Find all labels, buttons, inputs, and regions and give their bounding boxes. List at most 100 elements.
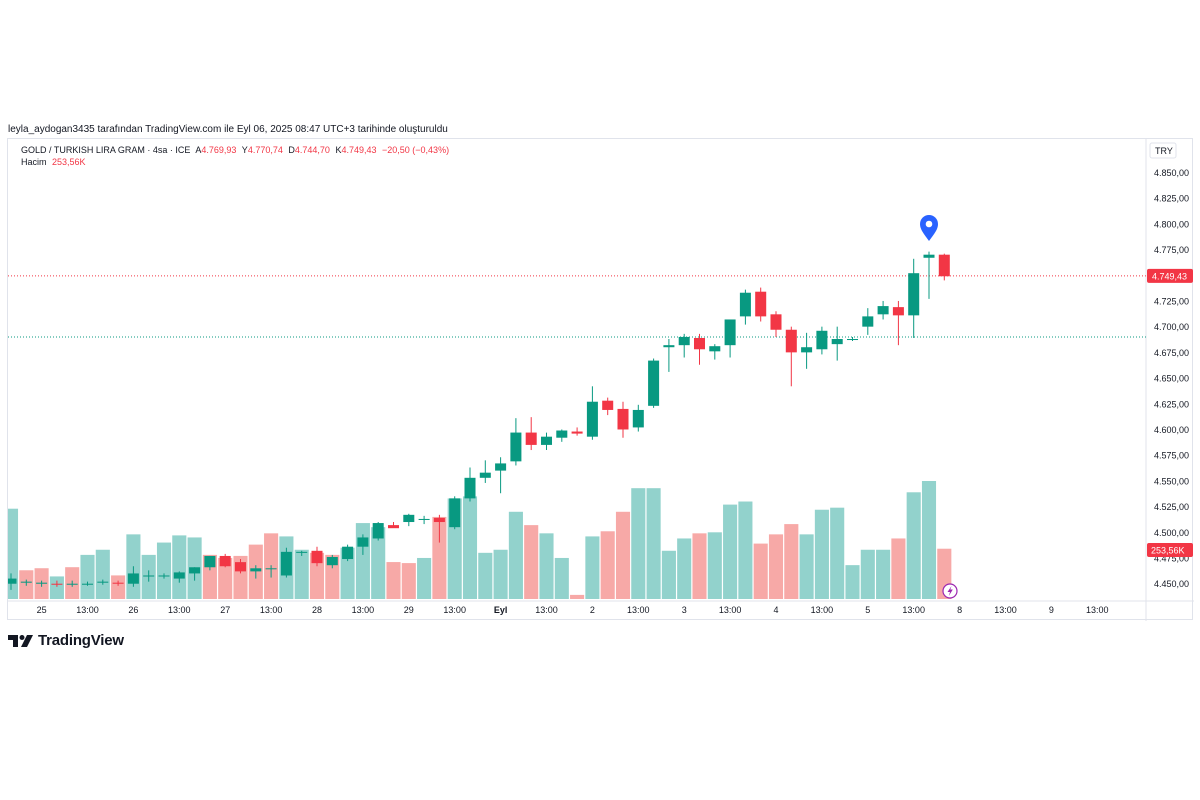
candle-body [296, 551, 308, 553]
candle [250, 565, 262, 579]
candle [143, 570, 155, 582]
candle-body [418, 518, 430, 520]
price-tick-label: 4.575,00 [1154, 451, 1189, 461]
candle-body [540, 436, 553, 445]
volume-bar [784, 524, 799, 599]
high-label: Y [241, 145, 248, 155]
candle-body [663, 345, 675, 348]
candle [617, 401, 629, 438]
candle [464, 467, 476, 502]
candle-body [510, 432, 522, 462]
close-label: K [335, 145, 342, 155]
symbol-label[interactable]: GOLD / TURKISH LIRA GRAM · 4sa · ICE [21, 145, 191, 155]
volume-bar [95, 549, 110, 599]
volume-tag [1147, 543, 1193, 557]
candle [724, 319, 736, 358]
candlestick-chart[interactable]: 4.850,00 4.825,00 4.800,00 4.775,00 4.725,00… [8, 139, 1194, 621]
volume-bar [524, 525, 539, 599]
candle-body [204, 555, 216, 568]
price-tick-label: 4.625,00 [1154, 399, 1189, 409]
candle [280, 547, 292, 578]
volume-bar [554, 557, 569, 599]
price-tick-label: 4.500,00 [1154, 528, 1189, 538]
time-tick-label: 13:00 [994, 605, 1017, 615]
candle-body [81, 583, 94, 585]
candle [204, 555, 216, 571]
volume-bar [493, 549, 508, 599]
price-tick-label: 4.700,00 [1154, 322, 1189, 332]
candle-body [495, 463, 507, 471]
volume-bar [340, 547, 355, 599]
time-tick-label: 13:00 [168, 605, 191, 615]
volume-bar [401, 563, 416, 599]
volume-legend[interactable]: Hacim 253,56K [21, 157, 89, 167]
price-tick-label: 4.650,00 [1154, 374, 1189, 384]
volume-bar [585, 536, 600, 599]
open-value: 4.769,93 [201, 145, 237, 155]
time-tick-label: 25 [37, 605, 47, 615]
time-tick-label: 27 [220, 605, 230, 615]
volume-bar [814, 509, 829, 599]
marker-dot [925, 220, 933, 228]
volume-bar [539, 533, 554, 599]
volume-bar [830, 507, 845, 599]
candle [20, 579, 32, 586]
candle-body [923, 254, 935, 258]
time-tick-label: Eyl [494, 605, 508, 615]
candle-body [525, 432, 537, 445]
candle [311, 546, 323, 567]
candle [433, 514, 445, 543]
price-tick-label: 4.450,00 [1154, 579, 1189, 589]
volume-bar [294, 549, 309, 599]
candle-body [586, 401, 598, 437]
volume-bar [172, 535, 187, 599]
volume-bar [921, 481, 937, 599]
close-value: 4.749,43 [341, 145, 377, 155]
volume-bar [768, 534, 784, 599]
time-tick-label: 13:00 [811, 605, 834, 615]
volume-bar [417, 557, 432, 599]
tradingview-logo-icon [8, 634, 33, 647]
volume-bar [692, 533, 707, 599]
candle [51, 580, 63, 587]
candle [892, 300, 904, 346]
candle [36, 580, 48, 587]
candle [357, 534, 369, 555]
time-tick-label: 13:00 [443, 605, 466, 615]
candle [403, 513, 415, 527]
volume-bar [325, 554, 340, 599]
candle-body [831, 338, 843, 345]
volume-bar [753, 543, 768, 599]
volume-bar [218, 557, 233, 599]
candle-body [617, 408, 629, 430]
candle [510, 418, 522, 466]
candle-body [739, 292, 751, 317]
candle-body [785, 329, 797, 353]
chart-panel[interactable]: 4.850,00 4.825,00 4.800,00 4.775,00 4.725,00… [7, 138, 1194, 621]
candle [8, 573, 17, 590]
candle [418, 515, 430, 525]
time-tick-label: 9 [1049, 605, 1054, 615]
candle-body [479, 472, 491, 478]
ohlc-legend[interactable]: GOLD / TURKISH LIRA GRAM · 4sa · ICE A4.… [21, 145, 452, 155]
time-tick-label: 13:00 [76, 605, 99, 615]
candle-body [403, 514, 415, 523]
candle [372, 522, 384, 541]
volume-bar [508, 511, 523, 599]
candle [265, 565, 277, 578]
time-tick-label: 28 [312, 605, 322, 615]
candle-body [311, 550, 323, 564]
price-tick-label: 4.800,00 [1154, 219, 1189, 229]
marker-pin [920, 215, 938, 241]
candle-body [449, 498, 461, 528]
candle [877, 300, 889, 320]
volume-label: Hacim [21, 157, 47, 167]
candle-body [908, 273, 920, 316]
candle [663, 338, 675, 372]
candle-body [372, 523, 384, 539]
volume-tag-label: 253,56K [1151, 546, 1185, 556]
tradingview-logo[interactable]: TradingView [8, 632, 124, 649]
candle [387, 522, 400, 529]
candle-body [66, 583, 78, 585]
volume-bar [615, 511, 631, 599]
